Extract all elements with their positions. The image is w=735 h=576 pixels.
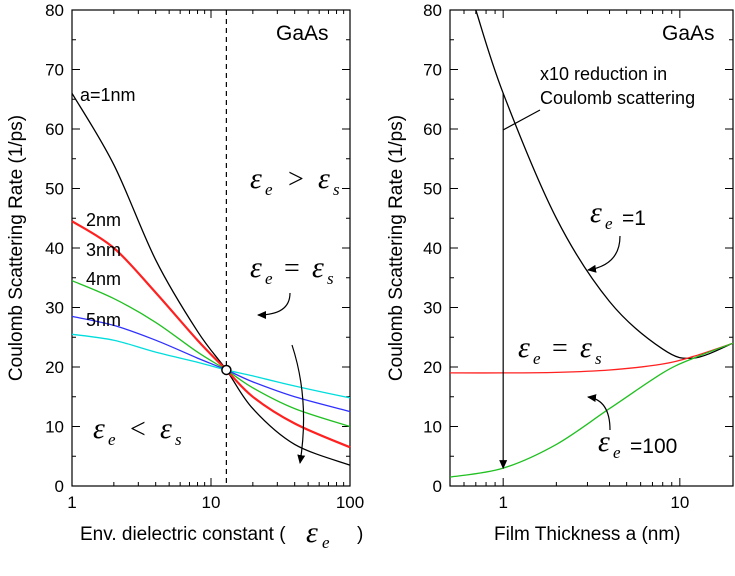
series-line-right-0 — [475, 9, 734, 360]
series-line-left-3 — [71, 315, 351, 413]
annotation-eps-equal-right: ε e = ε s — [518, 331, 602, 368]
svg-text:e: e — [108, 430, 116, 449]
series-line-left-0 — [71, 92, 351, 466]
svg-text:ε: ε — [93, 412, 105, 445]
svg-text:e: e — [605, 214, 613, 233]
svg-text:s: s — [175, 430, 182, 449]
svg-text:ε: ε — [306, 516, 318, 549]
y-tick-label: 10 — [423, 418, 442, 437]
svg-text:ε: ε — [580, 331, 592, 364]
annotation-eps-less: ε e < ε s — [93, 412, 182, 449]
svg-text:ε: ε — [160, 412, 172, 445]
series-label-2nm: 2nm — [86, 210, 121, 230]
x-tick-label: 100 — [336, 493, 364, 512]
svg-text:s: s — [595, 349, 602, 368]
reduction-note-pointer — [502, 109, 541, 131]
svg-text:e: e — [265, 180, 273, 199]
series-line-left-4 — [71, 333, 351, 399]
reduction-note-line2: Coulomb scattering — [540, 88, 695, 108]
svg-text:e: e — [613, 443, 621, 462]
svg-text:=: = — [552, 333, 568, 364]
left-axis-ticks: 0 10 20 30 40 50 60 70 80 1 10 100 — [45, 1, 364, 512]
y-tick-label: 40 — [45, 239, 64, 258]
annotation-arrow-one — [587, 235, 621, 273]
series-label-4nm: 4nm — [86, 269, 121, 289]
svg-text:ε: ε — [250, 251, 262, 284]
svg-text:>: > — [288, 164, 304, 195]
y-tick-label: 80 — [45, 1, 64, 20]
series-label-3nm: 3nm — [86, 240, 121, 260]
y-tick-label: 30 — [423, 299, 442, 318]
svg-text:s: s — [333, 180, 340, 199]
right-axis-ticks: 0 10 20 30 40 50 60 70 80 1 10 — [423, 1, 733, 512]
y-tick-label: 0 — [433, 477, 442, 496]
left-series-group — [71, 92, 351, 466]
svg-text:e: e — [265, 269, 273, 288]
annotation-eps-one: ε e =1 — [587, 196, 646, 273]
svg-text:s: s — [327, 269, 334, 288]
svg-text:e: e — [322, 533, 330, 552]
y-tick-label: 70 — [45, 61, 64, 80]
crossing-point-marker — [221, 364, 232, 376]
annotation-arrow-hundred — [587, 394, 611, 431]
annotation-eps-greater: ε e > ε s — [250, 162, 340, 199]
x-tick-label: 10 — [670, 493, 689, 512]
series-label-5nm: 5nm — [86, 310, 121, 330]
annotation-eps-hundred: ε e =100 — [587, 394, 677, 462]
annotation-eps-equal-left: ε e = ε s — [250, 251, 334, 319]
y-tick-label: 80 — [423, 1, 442, 20]
svg-text:=100: =100 — [630, 435, 677, 458]
left-panel-title: GaAs — [276, 22, 329, 45]
svg-text:ε: ε — [518, 331, 530, 364]
series-line-left-1 — [71, 220, 351, 449]
series-label-1nm: a=1nm — [80, 85, 136, 105]
left-panel: 0 10 20 30 40 50 60 70 80 1 10 100 GaAs a=1nm 2nm 3… — [6, 1, 364, 552]
y-tick-label: 50 — [45, 180, 64, 199]
trend-arrow-icon — [291, 344, 306, 464]
right-y-axis-label: Coulomb Scattering Rate (1/ps) — [386, 115, 407, 381]
y-tick-label: 60 — [45, 120, 64, 139]
right-panel: 0 10 20 30 40 50 60 70 80 1 10 GaAs x10 reduction … — [386, 1, 734, 545]
y-tick-label: 0 — [55, 477, 64, 496]
y-tick-label: 50 — [423, 180, 442, 199]
series-line-left-2 — [71, 280, 351, 428]
y-tick-label: 10 — [45, 418, 64, 437]
x-tick-label: 1 — [498, 493, 507, 512]
left-y-axis-label: Coulomb Scattering Rate (1/ps) — [6, 115, 27, 381]
right-x-axis-label: Film Thickness a (nm) — [494, 524, 681, 545]
right-panel-title: GaAs — [662, 22, 715, 45]
svg-text:Env. dielectric constant (: Env. dielectric constant ( — [80, 524, 286, 545]
annotation-arrow-left — [257, 292, 291, 319]
svg-text:<: < — [130, 414, 146, 445]
svg-text:ε: ε — [312, 251, 324, 284]
svg-text:ε: ε — [598, 425, 610, 458]
svg-text:ε: ε — [318, 162, 330, 195]
y-tick-label: 30 — [45, 299, 64, 318]
reduction-note-line1: x10 reduction in — [540, 64, 667, 84]
x-tick-label: 1 — [67, 493, 76, 512]
svg-text:ε: ε — [250, 162, 262, 195]
y-tick-label: 20 — [423, 358, 442, 377]
y-tick-label: 40 — [423, 239, 442, 258]
left-x-axis-label: Env. dielectric constant ( ε e ) — [80, 516, 363, 552]
x-tick-label: 10 — [202, 493, 221, 512]
svg-text:=1: =1 — [622, 207, 646, 230]
svg-text:e: e — [533, 349, 541, 368]
y-tick-label: 60 — [423, 120, 442, 139]
svg-text:=: = — [284, 253, 300, 284]
svg-text:ε: ε — [590, 196, 602, 229]
y-tick-label: 70 — [423, 61, 442, 80]
svg-text:): ) — [357, 524, 363, 545]
y-tick-label: 20 — [45, 358, 64, 377]
